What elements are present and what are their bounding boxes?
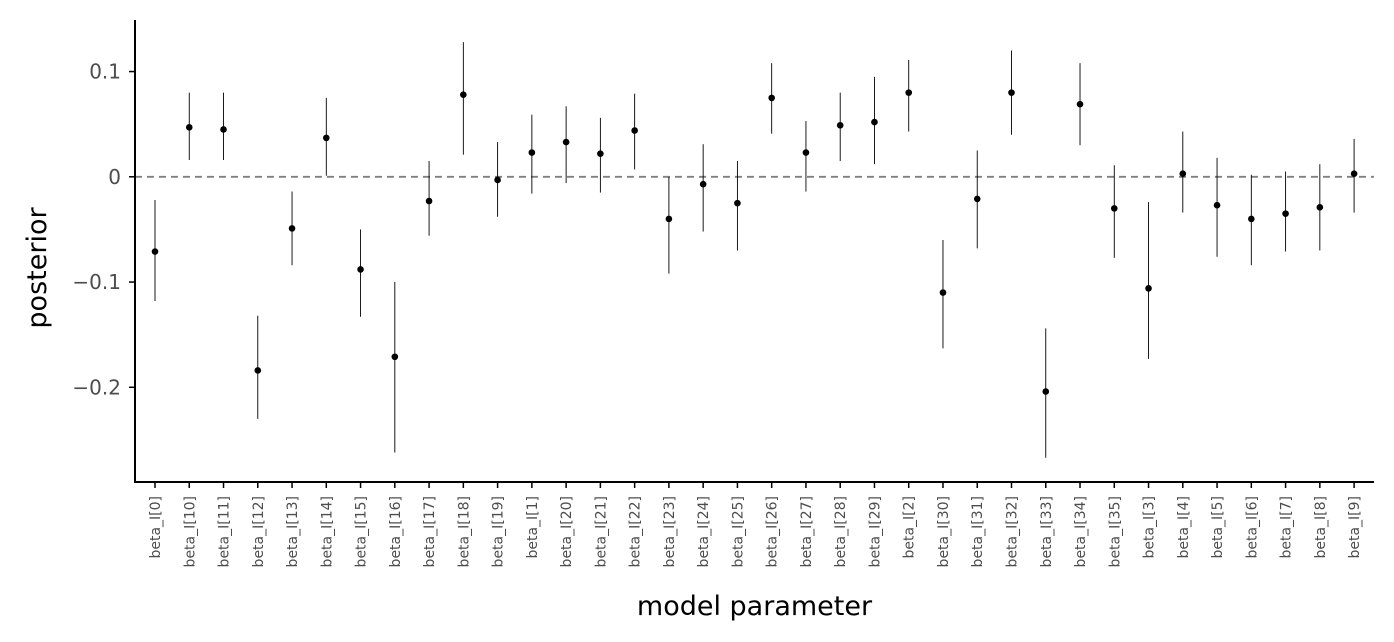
x-tick-label: beta_I[2] xyxy=(902,496,918,559)
posterior-point xyxy=(494,176,501,184)
x-tick-label: beta_I[32] xyxy=(1005,496,1021,567)
x-tick-label: beta_I[33] xyxy=(1039,496,1055,567)
x-tick-label: beta_I[10] xyxy=(182,496,198,567)
posterior-point xyxy=(254,367,262,374)
x-tick-label: beta_I[19] xyxy=(491,496,507,567)
posterior-point xyxy=(528,149,536,156)
posterior-point xyxy=(1008,89,1015,96)
x-tick-label: beta_I[23] xyxy=(662,496,678,567)
x-tick-label: beta_I[11] xyxy=(217,496,233,567)
x-tick-label: beta_I[13] xyxy=(285,496,301,567)
axis-layer xyxy=(134,20,1374,483)
posterior-point xyxy=(1042,388,1050,395)
posterior-point xyxy=(836,121,844,129)
posterior-point xyxy=(185,124,193,131)
x-axis-title: model parameter xyxy=(637,591,873,622)
x-tick-label: beta_I[4] xyxy=(1176,496,1192,559)
x-tick-label: beta_I[22] xyxy=(628,496,644,567)
x-tick-label: beta_I[3] xyxy=(1142,496,1158,559)
y-ticks: 0.1 0 −0.1 −0.2 xyxy=(72,60,135,399)
posterior-point xyxy=(460,91,467,99)
posterior-point xyxy=(973,195,981,203)
y-tick-label: −0.1 xyxy=(72,270,121,294)
posterior-point xyxy=(151,248,159,255)
x-tick-label: beta_I[25] xyxy=(730,496,746,567)
y-axis-title: posterior xyxy=(22,207,53,329)
x-tick-label: beta_I[29] xyxy=(867,496,883,567)
x-tick-label: beta_I[6] xyxy=(1244,496,1260,559)
posterior-point xyxy=(288,225,296,232)
x-tick-label: beta_I[12] xyxy=(251,496,267,567)
posterior-point xyxy=(1282,210,1289,217)
posterior-point xyxy=(1248,215,1255,223)
posterior-point xyxy=(802,149,810,156)
x-tick-label: beta_I[24] xyxy=(696,496,712,567)
y-tick-label: 0.1 xyxy=(89,60,121,84)
x-tick-label: beta_I[14] xyxy=(319,496,335,567)
x-tick-label: beta_I[7] xyxy=(1279,496,1295,559)
posterior-point xyxy=(1213,201,1221,209)
x-tick-label: beta_I[9] xyxy=(1347,496,1363,559)
x-tick-label: beta_I[18] xyxy=(456,496,472,567)
x-tick-label: beta_I[0] xyxy=(148,496,164,559)
posterior-point xyxy=(220,126,227,133)
x-tick-label: beta_I[17] xyxy=(422,496,438,567)
posterior-point xyxy=(597,150,604,157)
posterior-point xyxy=(665,215,673,223)
posterior-point xyxy=(905,89,913,96)
x-tick-label: beta_I[30] xyxy=(936,496,952,567)
y-tick-label: −0.2 xyxy=(72,375,121,399)
posterior-point xyxy=(1316,204,1324,211)
posterior-point xyxy=(871,118,878,126)
posterior-point xyxy=(1179,170,1187,177)
x-tick-label: beta_I[1] xyxy=(525,496,541,559)
x-tick-label: beta_I[31] xyxy=(970,496,986,567)
posterior-point xyxy=(1350,170,1358,177)
posterior-point xyxy=(391,353,399,361)
posterior-point xyxy=(1110,205,1118,212)
posterior-point xyxy=(425,197,433,205)
posterior-point xyxy=(631,127,638,134)
x-ticks: beta_I[0] beta_I[10] beta_I[11] beta_I[12] b… xyxy=(148,482,1363,567)
posterior-point xyxy=(768,94,775,102)
posterior-point xyxy=(1076,100,1084,108)
x-tick-label: beta_I[35] xyxy=(1107,496,1123,567)
x-tick-label: beta_I[16] xyxy=(388,496,404,567)
posterior-point xyxy=(699,180,707,188)
x-tick-label: beta_I[28] xyxy=(833,496,849,567)
posterior-point xyxy=(357,266,364,273)
x-tick-label: beta_I[26] xyxy=(765,496,781,567)
posterior-point xyxy=(734,199,741,207)
x-tick-label: beta_I[8] xyxy=(1313,496,1329,559)
posterior-point xyxy=(562,138,570,146)
posterior-point xyxy=(1145,285,1152,292)
x-tick-label: beta_I[27] xyxy=(799,496,815,567)
x-tick-label: beta_I[21] xyxy=(593,496,609,567)
x-tick-label: beta_I[34] xyxy=(1073,496,1089,567)
posterior-point xyxy=(939,289,947,296)
x-tick-label: beta_I[15] xyxy=(354,496,370,567)
interval-layer xyxy=(154,42,1355,458)
posterior-point xyxy=(323,134,330,142)
y-tick-label: 0 xyxy=(108,165,121,189)
point-layer xyxy=(151,89,1358,395)
x-tick-label: beta_I[5] xyxy=(1210,496,1226,559)
x-tick-label: beta_I[20] xyxy=(559,496,575,567)
